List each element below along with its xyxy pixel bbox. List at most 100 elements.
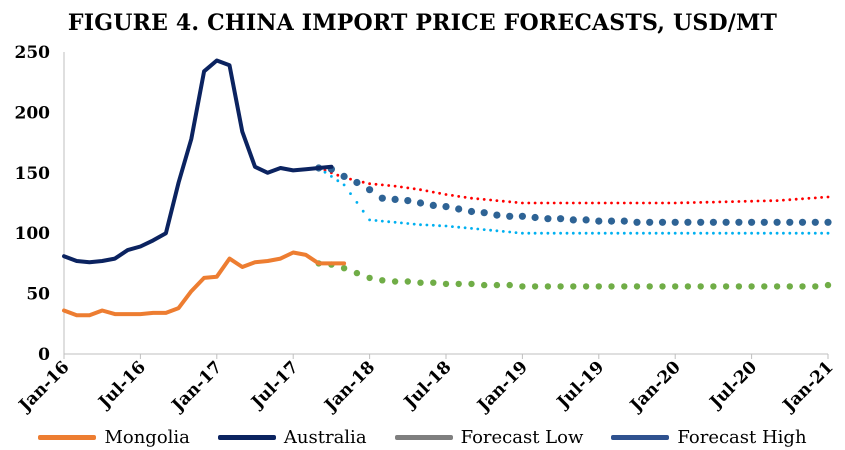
point-forecast-high (406, 186, 410, 190)
point-forecast-low (336, 179, 340, 183)
point-forecast-low (788, 231, 792, 235)
point-forecast-australia (353, 178, 361, 187)
point-forecast-australia (620, 217, 628, 225)
point-forecast-australia (480, 209, 488, 217)
point-forecast-low (470, 227, 473, 230)
point-forecast-mongolia (646, 283, 653, 290)
point-forecast-high (801, 197, 804, 201)
point-forecast-low (686, 231, 690, 235)
point-forecast-high (565, 201, 569, 205)
point-forecast-low (368, 218, 371, 222)
point-forecast-low (692, 231, 696, 235)
point-forecast-high (597, 201, 601, 205)
point-forecast-low (731, 231, 734, 235)
point-forecast-low (374, 219, 378, 222)
point-forecast-australia (404, 197, 412, 205)
point-forecast-australia (544, 215, 552, 223)
point-forecast-mongolia (557, 283, 564, 290)
point-forecast-low (769, 231, 773, 235)
series-layer (62, 58, 832, 318)
point-forecast-low (597, 231, 601, 235)
point-forecast-high (463, 195, 467, 199)
point-forecast-australia (429, 201, 437, 209)
legend-label: Forecast High (677, 426, 807, 448)
point-forecast-australia (607, 217, 616, 225)
point-forecast-high (438, 191, 441, 195)
point-forecast-high (476, 197, 480, 201)
point-forecast-low (406, 222, 410, 225)
point-forecast-high (336, 173, 340, 177)
point-forecast-high (661, 201, 664, 205)
point-forecast-mongolia (442, 280, 450, 288)
point-forecast-low (673, 231, 677, 235)
point-forecast-low (699, 231, 703, 235)
point-forecast-low (794, 231, 798, 235)
point-forecast-australia (557, 215, 565, 223)
point-forecast-australia (391, 195, 399, 203)
x-tick-label: Jan-21 (778, 357, 837, 416)
point-forecast-low (552, 231, 556, 235)
point-forecast-low (508, 230, 512, 234)
legend-swatch (217, 434, 276, 440)
point-forecast-mongolia (379, 277, 386, 284)
legend-label: Mongolia (104, 426, 190, 448)
point-forecast-mongolia (481, 281, 488, 289)
series-dotted-forecast-australia (315, 164, 832, 226)
point-forecast-australia (722, 218, 730, 226)
y-tick-label: 0 (38, 345, 50, 365)
point-forecast-australia (366, 186, 374, 194)
point-forecast-mongolia (353, 269, 361, 277)
legend-item: Forecast Low (394, 426, 584, 448)
point-forecast-low (425, 223, 429, 227)
point-forecast-mongolia (404, 278, 411, 285)
x-tick-label: Jul-19 (552, 357, 608, 413)
series-line-mongolia (62, 250, 347, 318)
point-forecast-low (629, 231, 632, 235)
point-forecast-high (521, 201, 524, 205)
point-forecast-low (387, 220, 391, 224)
point-forecast-high (546, 201, 550, 205)
point-forecast-australia (786, 218, 794, 226)
point-forecast-low (330, 175, 333, 178)
point-forecast-australia (531, 213, 539, 222)
x-tick-label: Jan-16 (14, 357, 73, 416)
point-forecast-mongolia (812, 283, 819, 290)
point-forecast-mongolia (519, 283, 526, 290)
legend-swatch (611, 434, 670, 440)
point-forecast-high (412, 187, 416, 191)
point-forecast-high (654, 201, 658, 205)
point-forecast-high (705, 200, 709, 204)
point-forecast-low (476, 227, 480, 231)
point-forecast-high (782, 198, 785, 202)
y-tick-label: 250 (15, 43, 51, 63)
point-forecast-high (724, 200, 728, 204)
y-tick-label: 50 (26, 285, 50, 305)
point-forecast-low (782, 231, 785, 235)
point-forecast-mongolia (506, 281, 513, 289)
point-forecast-high (368, 182, 371, 186)
point-forecast-high (584, 201, 588, 205)
point-forecast-low (431, 223, 435, 227)
y-tick-label: 150 (15, 164, 51, 184)
legend-label: Forecast Low (460, 426, 584, 448)
point-forecast-low (807, 231, 811, 235)
point-forecast-low (355, 201, 359, 204)
point-forecast-australia (798, 218, 807, 226)
point-forecast-high (540, 201, 543, 205)
series-dotted-forecast-low (323, 170, 830, 235)
point-forecast-mongolia (366, 274, 373, 282)
point-forecast-low (737, 231, 741, 235)
point-forecast-low (724, 231, 728, 235)
point-forecast-low (603, 231, 607, 235)
point-forecast-low (616, 231, 620, 235)
legend-label: Australia (283, 426, 367, 448)
point-forecast-australia (467, 207, 476, 216)
legend-item: Australia (217, 426, 367, 448)
point-forecast-mongolia (748, 283, 755, 290)
point-forecast-low (451, 225, 454, 229)
point-forecast-low (642, 231, 645, 235)
point-forecast-low (495, 229, 499, 233)
point-forecast-high (718, 200, 722, 204)
point-forecast-low (521, 231, 524, 235)
point-forecast-mongolia (455, 280, 462, 288)
